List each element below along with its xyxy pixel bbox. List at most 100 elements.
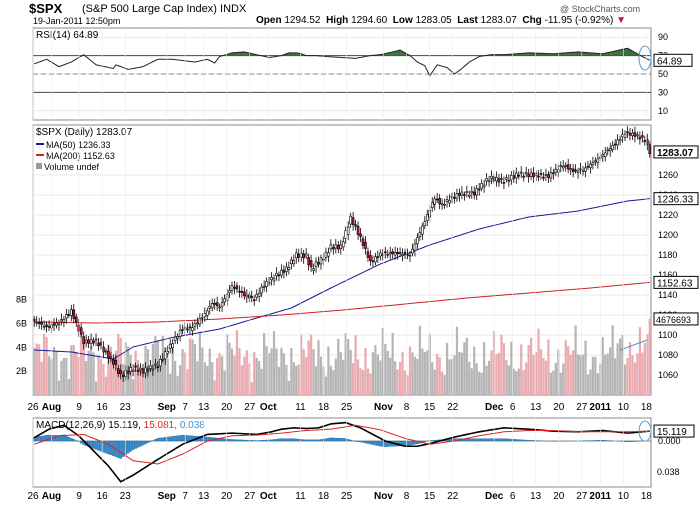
rsi-line bbox=[34, 47, 650, 77]
candle-body bbox=[433, 198, 436, 205]
candle-body bbox=[364, 241, 367, 249]
quote-summary: Open 1294.52 High 1294.60 Low 1283.05 La… bbox=[256, 15, 627, 26]
candle-body bbox=[354, 224, 357, 227]
macd-histogram-bar bbox=[519, 439, 523, 442]
candle-body bbox=[472, 191, 476, 196]
volume-bar bbox=[139, 370, 142, 395]
volume-bar bbox=[547, 339, 550, 395]
volume-bar bbox=[159, 364, 162, 395]
volume-bar bbox=[55, 350, 58, 395]
candle-body bbox=[554, 168, 558, 173]
macd-histogram-bar bbox=[510, 438, 513, 442]
x-axis-label: 11 bbox=[295, 402, 306, 413]
volume-bar bbox=[374, 345, 377, 395]
macd-histogram-bar bbox=[349, 439, 352, 442]
volume-bar bbox=[611, 325, 614, 395]
price-tick-label: 1140 bbox=[658, 290, 677, 300]
x-axis-label: 25 bbox=[341, 491, 353, 502]
macd-histogram-bar bbox=[280, 438, 283, 442]
candle-body bbox=[82, 336, 85, 344]
macd-histogram-bar bbox=[260, 440, 263, 442]
volume-bar bbox=[490, 350, 493, 395]
volume-bar bbox=[371, 352, 375, 395]
volume-bar bbox=[309, 334, 313, 395]
volume-bar bbox=[114, 350, 117, 395]
volume-bar bbox=[473, 346, 476, 395]
macd-histogram-bar bbox=[379, 440, 382, 447]
macd-histogram-bar bbox=[515, 439, 518, 442]
signal-line bbox=[34, 424, 650, 465]
volume-bar bbox=[307, 340, 310, 395]
volume-bar bbox=[431, 362, 434, 395]
macd-histogram-bar bbox=[403, 440, 407, 446]
macd-histogram-bar bbox=[136, 440, 140, 448]
candle-body bbox=[628, 132, 632, 136]
volume-bar bbox=[339, 352, 342, 395]
candle-body bbox=[317, 262, 320, 265]
candle-body bbox=[475, 188, 479, 196]
macd-legend: MACD(12,26,9) 15.119, 15.081, 0.038 bbox=[36, 420, 205, 431]
volume-bar bbox=[448, 359, 451, 395]
x-axis-label: 22 bbox=[447, 402, 459, 413]
candle-body bbox=[557, 169, 560, 173]
panel-frame-2 bbox=[32, 417, 652, 488]
macd-histogram-bar bbox=[302, 439, 305, 442]
candle-body bbox=[631, 132, 634, 137]
macd-histogram-bar bbox=[332, 437, 335, 442]
candle-body bbox=[287, 267, 291, 270]
macd-histogram-bar bbox=[304, 439, 308, 442]
rsi-overbought-fill bbox=[560, 53, 564, 56]
rsi-tick-label: 50 bbox=[658, 69, 668, 79]
x-axis-label: 13 bbox=[198, 491, 210, 502]
volume-last-value: 4676693 bbox=[656, 315, 691, 325]
volume-bar bbox=[495, 354, 498, 395]
macd-histogram-bar bbox=[134, 440, 137, 449]
candle-body bbox=[203, 313, 207, 318]
volume-bar bbox=[384, 343, 387, 395]
x-axis-label: Sep bbox=[158, 402, 176, 413]
volume-bar bbox=[136, 359, 140, 395]
volume-bar bbox=[413, 356, 417, 395]
candle-body bbox=[470, 190, 474, 194]
candle-body bbox=[512, 175, 516, 179]
x-axis-label: Aug bbox=[42, 402, 61, 413]
volume-bar bbox=[312, 349, 315, 395]
candle-body bbox=[188, 326, 192, 329]
volume-bar bbox=[196, 361, 199, 395]
volume-bar bbox=[349, 349, 352, 395]
volume-bar bbox=[614, 358, 617, 395]
volume-bar bbox=[47, 356, 51, 395]
ma50-last-box bbox=[653, 192, 699, 206]
rsi-overbought-fill bbox=[293, 52, 297, 56]
candle-body bbox=[564, 165, 568, 167]
volume-bar bbox=[621, 334, 624, 395]
volume-bar bbox=[406, 375, 409, 395]
candle-body bbox=[603, 152, 607, 157]
macd-histogram-bar bbox=[324, 438, 328, 442]
volume-bar bbox=[394, 361, 397, 395]
x-axis-label: Oct bbox=[260, 402, 277, 413]
candle-body bbox=[84, 339, 88, 344]
candle-body bbox=[584, 167, 587, 172]
price-tick-label: 1220 bbox=[658, 210, 678, 220]
candle-body bbox=[398, 252, 402, 254]
candle-body bbox=[265, 281, 268, 287]
volume-bar bbox=[512, 368, 515, 395]
candle-body bbox=[460, 191, 464, 196]
macd-histogram-bar bbox=[176, 435, 179, 442]
candle-body bbox=[586, 165, 590, 168]
volume-bar bbox=[337, 338, 340, 395]
x-axis-label: 20 bbox=[553, 491, 565, 502]
macd-histogram-bar bbox=[371, 440, 375, 445]
volume-bar bbox=[480, 372, 483, 395]
volume-bar bbox=[329, 365, 332, 395]
candle-body bbox=[109, 356, 113, 359]
volume-bar bbox=[463, 342, 466, 395]
candle-body bbox=[383, 251, 387, 254]
macd-histogram-bar bbox=[248, 440, 251, 442]
volume-bar bbox=[201, 347, 204, 395]
price-last-box-label: 1283.07 bbox=[657, 148, 694, 159]
volume-bar bbox=[485, 365, 488, 395]
macd-histogram-bar bbox=[512, 439, 516, 442]
price-tick-label: 1060 bbox=[658, 370, 678, 380]
